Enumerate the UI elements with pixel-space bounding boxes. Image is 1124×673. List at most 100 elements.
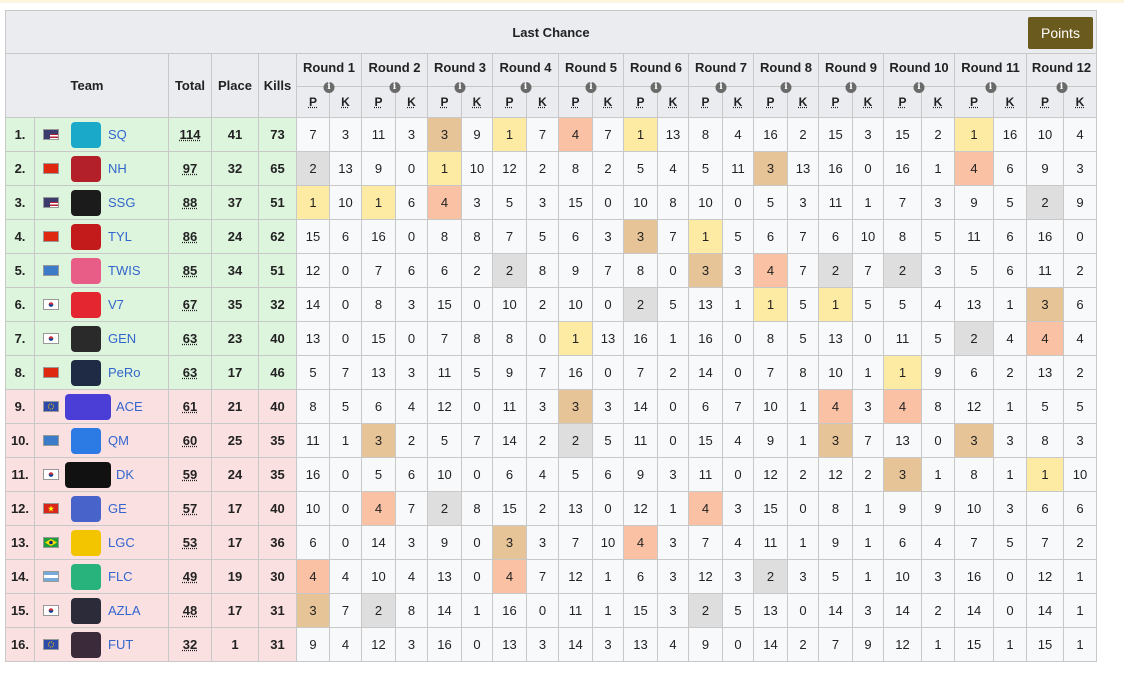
flc-logo-icon[interactable] bbox=[71, 563, 101, 590]
total-value[interactable]: 53 bbox=[182, 535, 198, 550]
round-8-k-header[interactable]: K bbox=[787, 86, 819, 118]
ssg-logo-icon[interactable] bbox=[71, 189, 101, 216]
dk-logo-icon[interactable] bbox=[65, 461, 111, 488]
team-name-link[interactable]: NH bbox=[108, 161, 127, 176]
total-header[interactable]: Total bbox=[168, 53, 212, 118]
total-value[interactable]: 114 bbox=[179, 127, 201, 142]
round-8-kills-cell: 1 bbox=[787, 389, 819, 424]
ace-logo-icon[interactable] bbox=[65, 393, 111, 420]
lgc-logo-icon[interactable] bbox=[71, 529, 101, 556]
info-icon[interactable]: i bbox=[1056, 82, 1067, 93]
total-value[interactable]: 60 bbox=[182, 433, 198, 448]
round-3-k-header[interactable]: K bbox=[461, 86, 493, 118]
round-7-k-header[interactable]: K bbox=[722, 86, 754, 118]
total-value[interactable]: 32 bbox=[182, 637, 198, 652]
argentina-flag-icon bbox=[43, 571, 59, 582]
round-6-k-header[interactable]: K bbox=[657, 86, 689, 118]
kills-header[interactable]: Kills bbox=[258, 53, 297, 118]
round-10-k-header[interactable]: K bbox=[921, 86, 955, 118]
nh-logo-icon[interactable] bbox=[71, 155, 101, 182]
team-name-link[interactable]: LGC bbox=[108, 535, 135, 550]
info-icon[interactable]: i bbox=[780, 82, 792, 93]
total-value[interactable]: 57 bbox=[182, 501, 198, 516]
round-11-k-header[interactable]: K bbox=[993, 86, 1027, 118]
placement-points-label: P bbox=[308, 95, 317, 109]
info-icon[interactable]: i bbox=[985, 82, 996, 93]
pero-logo-icon[interactable] bbox=[71, 359, 101, 386]
round-8-kills-cell: 3 bbox=[787, 559, 819, 594]
sq-logo-icon[interactable] bbox=[71, 121, 101, 148]
team-name-link[interactable]: AZLA bbox=[108, 603, 141, 618]
round-4-k-header[interactable]: K bbox=[526, 86, 559, 118]
info-icon[interactable]: i bbox=[520, 82, 531, 93]
twis-logo-icon[interactable] bbox=[71, 257, 101, 284]
team-name-link[interactable]: SSG bbox=[108, 195, 136, 210]
round-5-kills-cell: 3 bbox=[592, 627, 624, 662]
round-7-kills-cell: 4 bbox=[722, 117, 754, 152]
team-name-link[interactable]: DK bbox=[116, 467, 135, 482]
round-8-kills-cell: 13 bbox=[787, 151, 819, 186]
round-12-placement-cell: 14 bbox=[1026, 593, 1064, 628]
total-value[interactable]: 97 bbox=[182, 161, 198, 176]
info-icon[interactable]: i bbox=[585, 82, 597, 93]
rank-cell: 7. bbox=[5, 321, 35, 356]
team-name-link[interactable]: FLC bbox=[108, 569, 133, 584]
round-2-k-header[interactable]: K bbox=[395, 86, 428, 118]
v7-logo-icon[interactable] bbox=[71, 291, 101, 318]
rank-cell: 1. bbox=[5, 117, 35, 152]
info-icon[interactable]: i bbox=[715, 82, 727, 93]
info-icon[interactable]: i bbox=[389, 82, 400, 93]
team-name-link[interactable]: V7 bbox=[108, 297, 124, 312]
info-icon[interactable]: i bbox=[650, 82, 662, 93]
place-header[interactable]: Place bbox=[211, 53, 259, 118]
team-name-link[interactable]: TWIS bbox=[108, 263, 141, 278]
info-icon[interactable]: i bbox=[323, 82, 335, 93]
team-name-link[interactable]: QM bbox=[108, 433, 129, 448]
total-value[interactable]: 85 bbox=[182, 263, 198, 278]
total-value[interactable]: 67 bbox=[182, 297, 198, 312]
team-name-link[interactable]: FUT bbox=[108, 637, 134, 652]
round-2-placement-cell: 12 bbox=[361, 627, 396, 662]
team-name-link[interactable]: ACE bbox=[116, 399, 143, 414]
info-icon[interactable]: i bbox=[845, 82, 857, 93]
total-value[interactable]: 59 bbox=[182, 467, 198, 482]
team-name-link[interactable]: GE bbox=[108, 501, 127, 516]
team-name-link[interactable]: SQ bbox=[108, 127, 127, 142]
round-9-k-header[interactable]: K bbox=[852, 86, 884, 118]
round-6-kills-cell: 2 bbox=[657, 355, 689, 390]
ge-logo-icon[interactable] bbox=[71, 495, 101, 522]
info-icon[interactable]: i bbox=[454, 82, 466, 93]
total-value[interactable]: 88 bbox=[182, 195, 198, 210]
team-name-link[interactable]: GEN bbox=[108, 331, 137, 346]
tyl-logo-icon[interactable] bbox=[71, 223, 101, 250]
team-name-link[interactable]: TYL bbox=[108, 229, 132, 244]
team-name-link[interactable]: PeRo bbox=[108, 365, 141, 380]
round-12-k-header[interactable]: K bbox=[1063, 86, 1097, 118]
round-5-kills-cell: 0 bbox=[592, 355, 624, 390]
total-value[interactable]: 48 bbox=[182, 603, 198, 618]
total-value[interactable]: 49 bbox=[182, 569, 198, 584]
round-label: Round 3 bbox=[434, 59, 486, 75]
round-12-placement-cell: 16 bbox=[1026, 219, 1064, 254]
fut-logo-icon[interactable] bbox=[71, 631, 101, 658]
kill-points-cell: 51 bbox=[258, 253, 297, 288]
team-cell: AZLA bbox=[34, 593, 169, 628]
info-icon[interactable]: i bbox=[913, 82, 925, 93]
total-value[interactable]: 63 bbox=[182, 331, 198, 346]
round-3-placement-cell: 13 bbox=[427, 559, 462, 594]
round-4-placement-cell: 13 bbox=[492, 627, 527, 662]
total-value[interactable]: 86 bbox=[182, 229, 198, 244]
gen-logo-icon[interactable] bbox=[71, 325, 101, 352]
kill-points-cell: 65 bbox=[258, 151, 297, 186]
total-value[interactable]: 63 bbox=[182, 365, 198, 380]
round-2-kills-cell: 3 bbox=[395, 117, 428, 152]
korea-flag-icon bbox=[43, 469, 59, 480]
points-button[interactable]: Points bbox=[1028, 17, 1093, 49]
azla-logo-icon[interactable] bbox=[71, 597, 101, 624]
round-7-placement-cell: 10 bbox=[688, 185, 723, 220]
total-value[interactable]: 61 bbox=[182, 399, 198, 414]
round-8-placement-cell: 7 bbox=[753, 355, 788, 390]
round-1-k-header[interactable]: K bbox=[329, 86, 362, 118]
round-5-k-header[interactable]: K bbox=[592, 86, 624, 118]
qm-logo-icon[interactable] bbox=[71, 427, 101, 454]
